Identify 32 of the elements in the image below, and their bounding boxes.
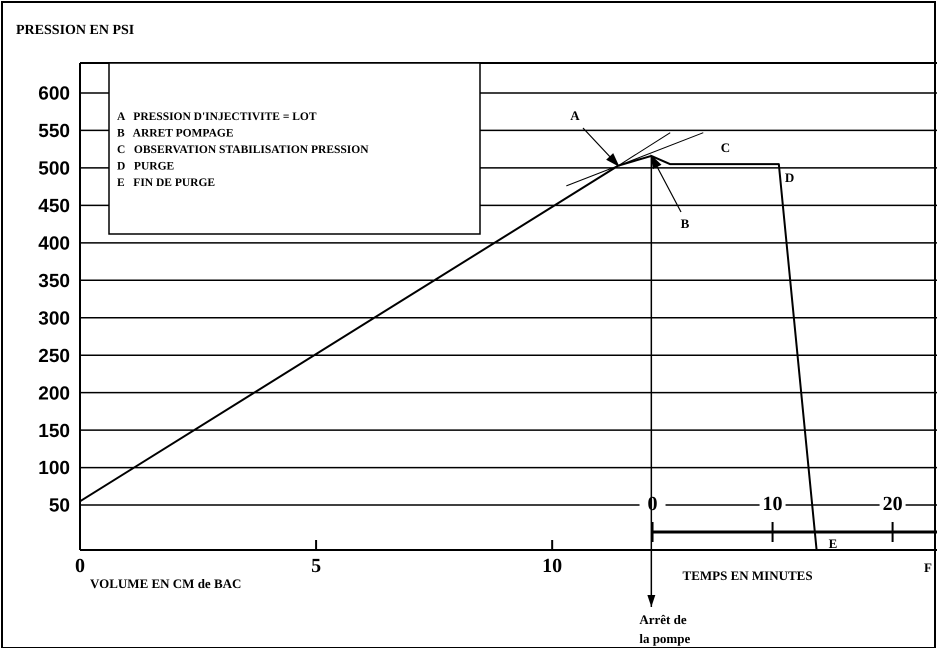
y-axis-title: PRESSION EN PSI [16, 23, 134, 38]
ref-line-label: Arrêt de la pompe [639, 612, 690, 646]
y-tick-label: 600 [38, 84, 70, 105]
y-tick-label: 250 [38, 346, 70, 367]
annotation: E [828, 536, 838, 551]
text: F [924, 560, 932, 575]
y-tick-label: 500 [38, 158, 70, 180]
y-tick-label: 50 [48, 496, 70, 517]
x-tick-label: 0 [75, 555, 85, 577]
y-tick-label: 400 [38, 233, 70, 254]
annotation: C [720, 140, 730, 156]
y-tick-label: 450 [38, 196, 70, 218]
y-tick-label: 300 [38, 308, 70, 330]
x2-tick-label: 20 [882, 493, 903, 515]
y-tick-label: 550 [38, 121, 70, 142]
x2-axis-title: TEMPS EN MINUTES [682, 568, 813, 583]
x-tick-label: 5 [311, 555, 322, 577]
y-tick-label: 350 [38, 270, 70, 292]
annotation: A PRESSION D'INJECTIVITE = LOT [117, 111, 317, 123]
annotation: D PURGE [117, 160, 175, 172]
annotation: E FIN DE PURGE [117, 177, 216, 189]
x2-tick-label: 10 [762, 493, 783, 515]
y-tick-label: 150 [38, 420, 70, 442]
y-tick-label: 200 [38, 383, 70, 404]
x-axis-title: VOLUME EN CM de BAC [90, 576, 242, 591]
annotation: D [784, 170, 794, 186]
annotation: A [570, 108, 580, 123]
annotation: B ARRET POMPAGE [117, 128, 234, 140]
annotation: C OBSERVATION STABILISATION PRESSION [117, 144, 370, 156]
x-tick-label: 10 [542, 555, 562, 577]
annotation: B [680, 216, 690, 231]
y-tick-label: 100 [38, 458, 70, 480]
